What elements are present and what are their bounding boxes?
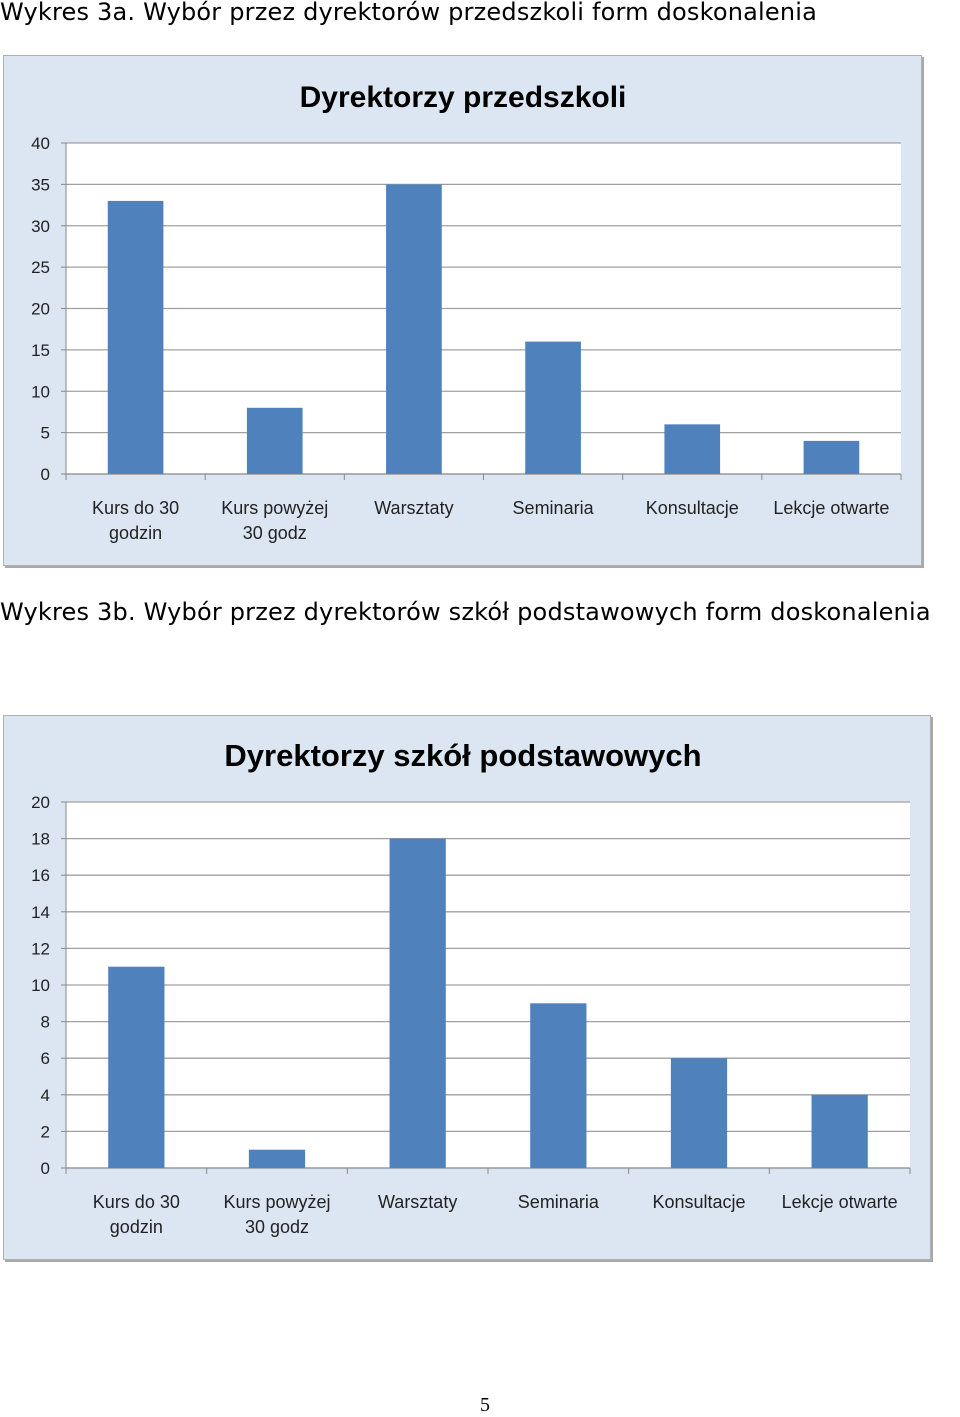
bar-a-4 (525, 341, 581, 474)
y-tick-label-b: 8 (41, 1013, 50, 1032)
bar-b-5 (670, 1058, 728, 1168)
bar-a-1 (107, 200, 164, 475)
chart-caption-a: Wykres 3a. Wybór przez dyrektorów przeds… (0, 0, 818, 26)
category-label-b: Kurs powyżej (223, 1192, 330, 1212)
y-tick-label-b: 12 (31, 939, 50, 958)
chart-title-a: Dyrektorzy przedszkoli (300, 81, 627, 114)
category-label-a: 30 godz (243, 523, 307, 543)
y-tick-label-a: 0 (41, 465, 50, 484)
chart-b: Dyrektorzy szkół podstawowych 0 2 4 6 8 10 12 14… (31, 738, 911, 1237)
category-label-a: Warsztaty (374, 498, 453, 518)
y-tick-label-b: 14 (31, 903, 50, 922)
category-label-a: godzin (109, 523, 162, 543)
bar-b-1 (108, 966, 165, 1168)
y-tick-label-a: 20 (31, 300, 50, 319)
y-tick-label-b: 0 (41, 1159, 50, 1178)
category-label-b: Kurs do 30 (93, 1192, 180, 1212)
y-tick-label-b: 4 (41, 1086, 50, 1105)
y-tick-label-a: 15 (31, 341, 50, 360)
bar-b-4 (530, 1003, 587, 1168)
y-tick-label-b: 6 (41, 1049, 50, 1068)
y-tick-label-b: 18 (31, 830, 50, 849)
chart-a-container: Dyrektorzy przedszkoli 0 5 10 15 20 25 30 35 40 Ku… (3, 55, 922, 566)
y-tick-label-b: 10 (31, 976, 50, 995)
category-label-a: Seminaria (513, 498, 595, 518)
bar-a-6 (803, 440, 860, 474)
bar-a-3 (386, 184, 442, 474)
category-label-a: Konsultacje (646, 498, 739, 518)
category-label-b: 30 godz (245, 1217, 309, 1237)
category-label-b: Warsztaty (378, 1192, 457, 1212)
category-label-b: Seminaria (518, 1192, 600, 1212)
category-label-b: Lekcje otwarte (782, 1192, 898, 1212)
bar-a-2 (246, 407, 303, 474)
y-tick-label-a: 25 (31, 258, 50, 277)
page-number: 5 (480, 1394, 490, 1416)
bar-b-6 (811, 1094, 868, 1168)
y-tick-label-a: 10 (31, 382, 50, 401)
category-label-b: godzin (110, 1217, 163, 1237)
category-label-a: Kurs do 30 (92, 498, 179, 518)
y-tick-label-a: 35 (31, 175, 50, 194)
y-tick-label-b: 2 (41, 1122, 50, 1141)
y-tick-label-a: 30 (31, 217, 50, 236)
y-tick-label-b: 16 (31, 866, 50, 885)
category-label-a: Kurs powyżej (221, 498, 328, 518)
chart-a: Dyrektorzy przedszkoli 0 5 10 15 20 25 30 35 40 Ku… (31, 81, 902, 543)
category-label-b: Konsultacje (652, 1192, 745, 1212)
category-label-a: Lekcje otwarte (773, 498, 889, 518)
bar-b-2 (248, 1149, 306, 1168)
y-tick-label-a: 40 (31, 134, 50, 153)
chart-title-b: Dyrektorzy szkół podstawowych (224, 738, 701, 773)
bar-a-5 (664, 424, 721, 474)
y-tick-label-a: 5 (41, 424, 50, 443)
y-tick-label-b: 20 (31, 793, 50, 812)
chart-caption-b: Wykres 3b. Wybór przez dyrektorów szkół … (0, 598, 931, 626)
bar-b-3 (389, 838, 446, 1168)
chart-b-container: Dyrektorzy szkół podstawowych 0 2 4 6 8 10 12 14… (3, 715, 931, 1260)
